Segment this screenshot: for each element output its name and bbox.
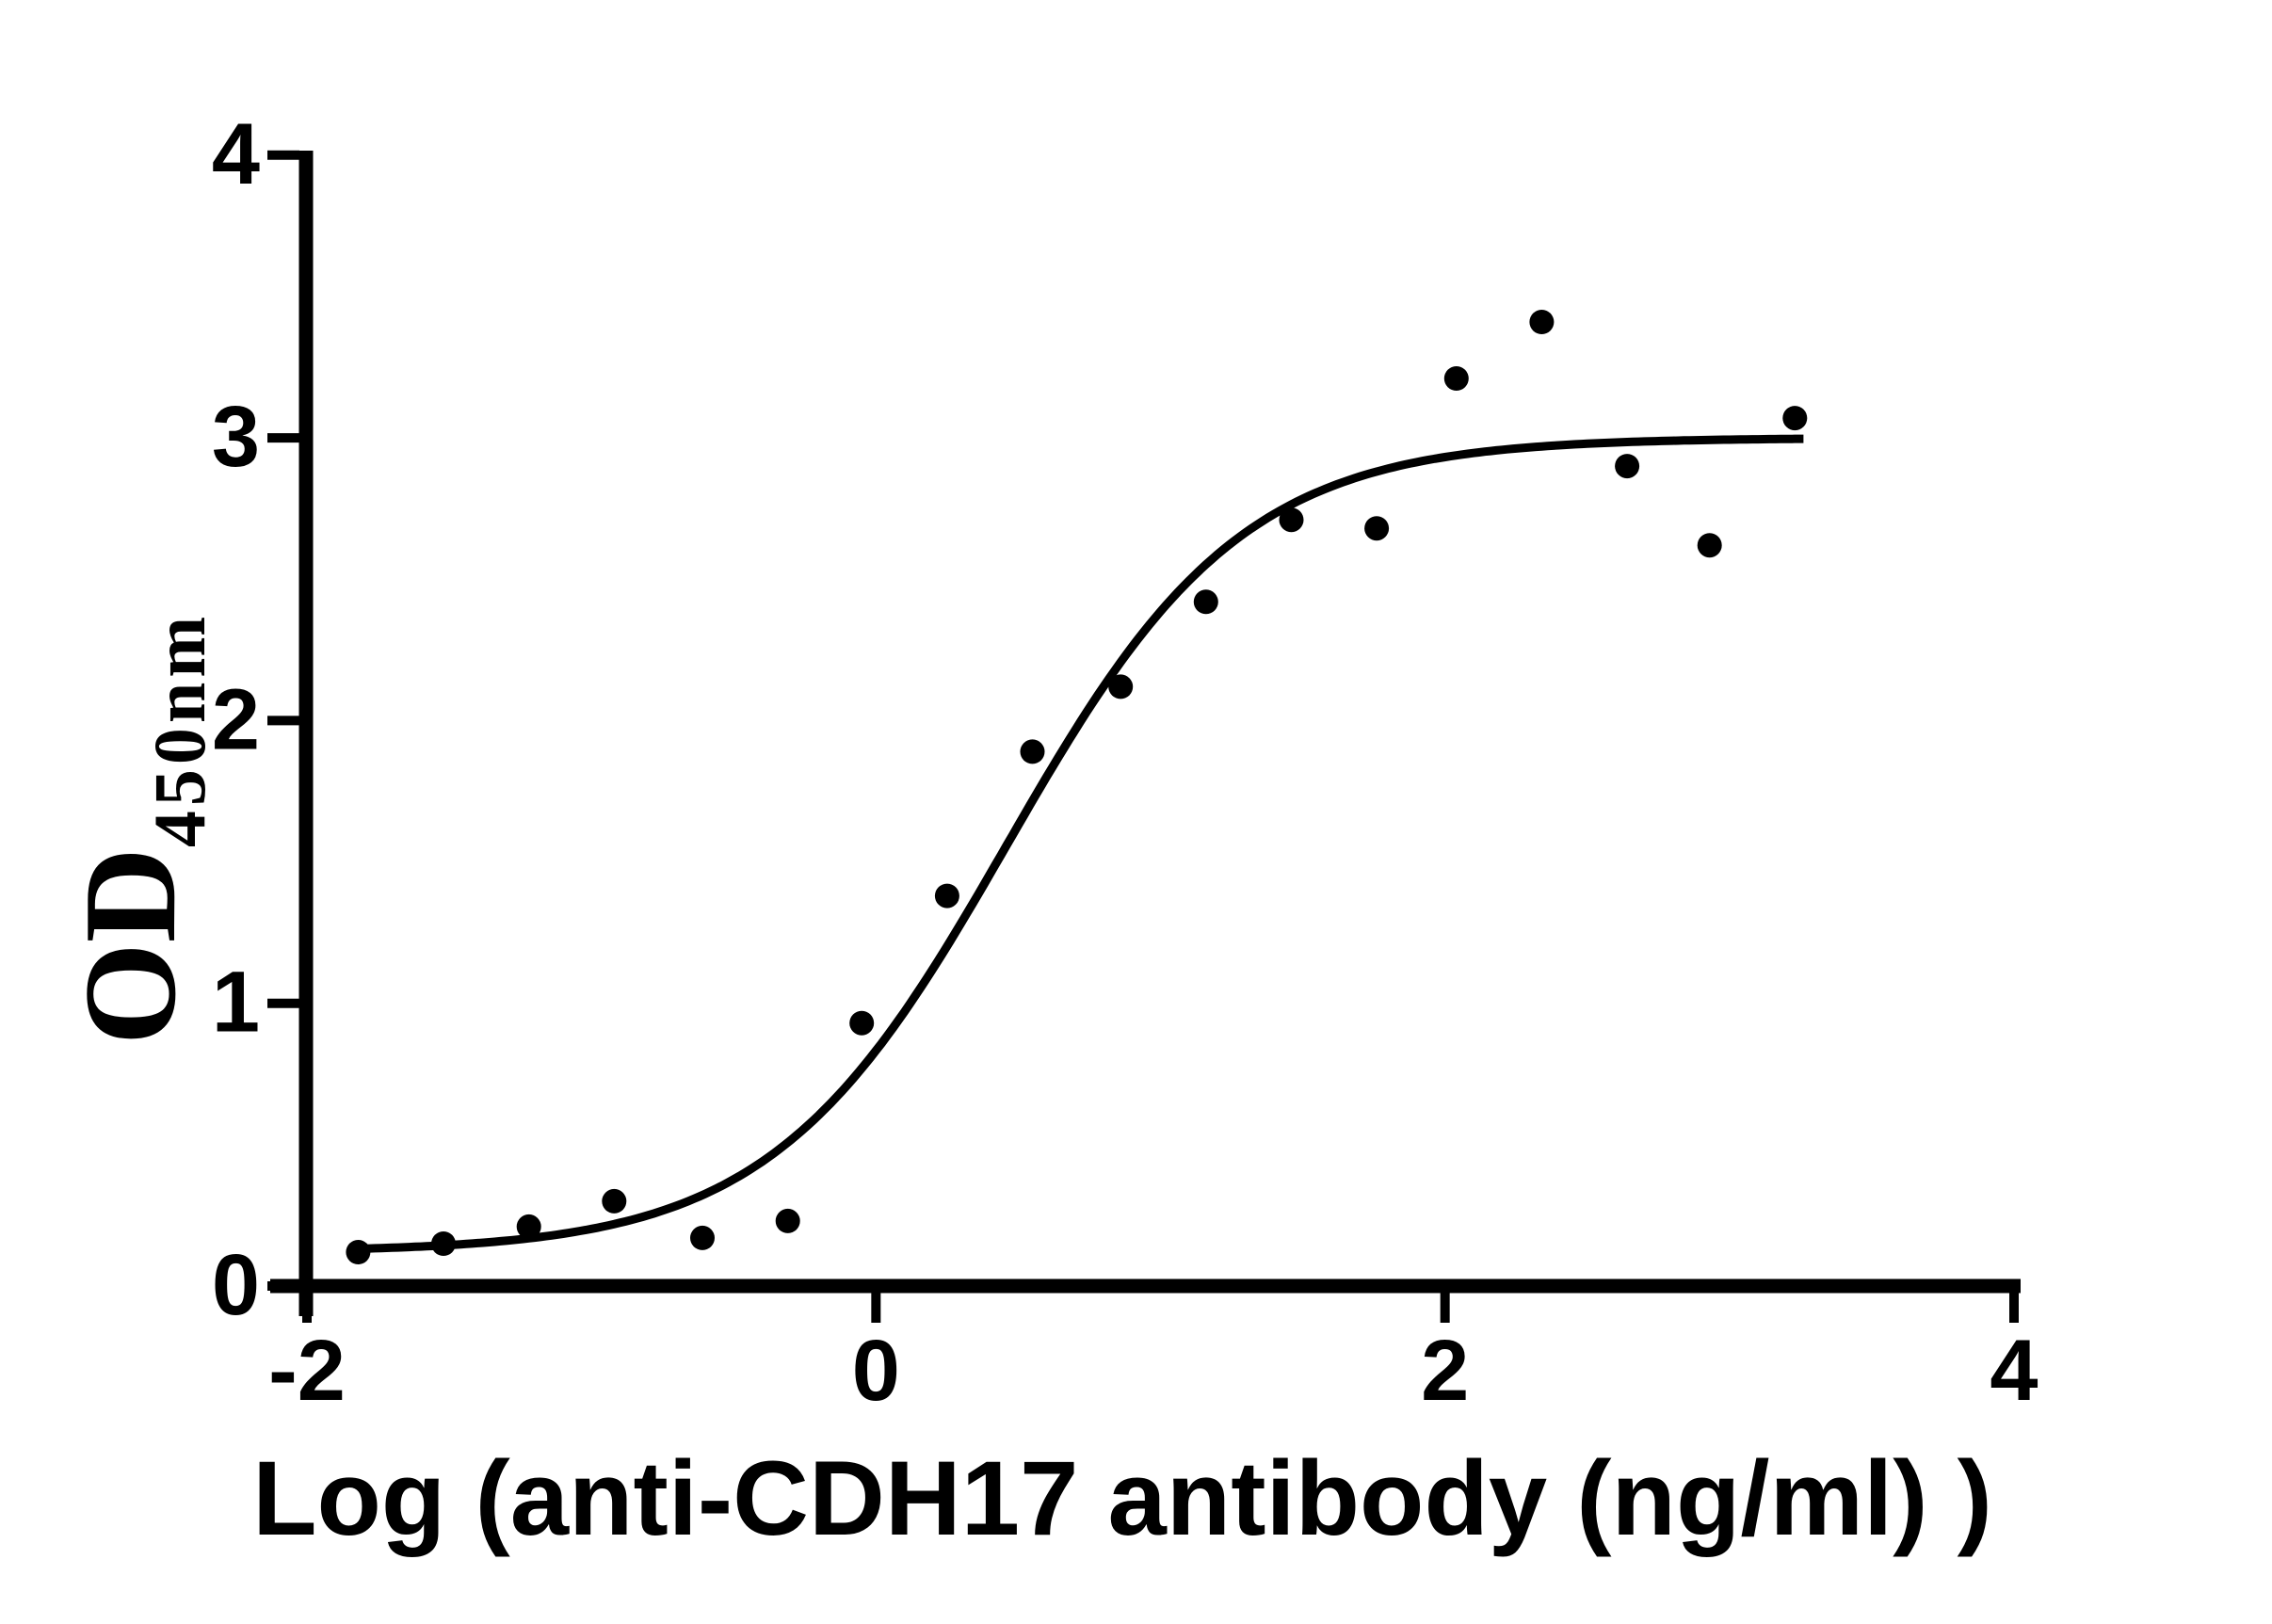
x-tick-label: -2 xyxy=(268,1323,346,1419)
data-point xyxy=(1193,589,1218,615)
data-point xyxy=(431,1231,456,1256)
y-tick-label: 2 xyxy=(212,671,260,767)
data-point xyxy=(1108,674,1134,699)
y-tick-label: 4 xyxy=(212,106,260,202)
data-point xyxy=(346,1240,371,1264)
data-point xyxy=(1529,310,1555,334)
fit-curve xyxy=(358,434,1804,1253)
x-tick-label: 2 xyxy=(1421,1323,1469,1419)
y-tick-label: 1 xyxy=(212,955,260,1051)
data-point xyxy=(934,883,959,908)
x-tick-label: 4 xyxy=(1990,1323,2038,1419)
data-point xyxy=(775,1208,800,1233)
data-point xyxy=(1020,739,1045,764)
data-point xyxy=(1615,454,1640,479)
data-point xyxy=(516,1214,541,1239)
data-point xyxy=(1364,516,1390,541)
data-point xyxy=(690,1225,715,1250)
data-point xyxy=(1697,533,1722,558)
y-tick-label: 0 xyxy=(212,1237,260,1333)
data-point xyxy=(1443,366,1469,391)
data-point xyxy=(849,1010,875,1036)
y-axis-title-subscript: 450nm xyxy=(138,612,220,847)
x-axis-title: Log (anti-CDH17 antibody (ng/ml) ) xyxy=(252,1439,1992,1557)
x-tick-label: 0 xyxy=(852,1323,900,1419)
y-tick-label: 3 xyxy=(212,389,260,485)
y-axis-title-main: OD xyxy=(57,847,203,1045)
data-point xyxy=(1279,507,1304,533)
data-point xyxy=(1782,406,1808,431)
y-axis-title: OD450nm xyxy=(57,612,220,1045)
data-point xyxy=(602,1188,627,1214)
